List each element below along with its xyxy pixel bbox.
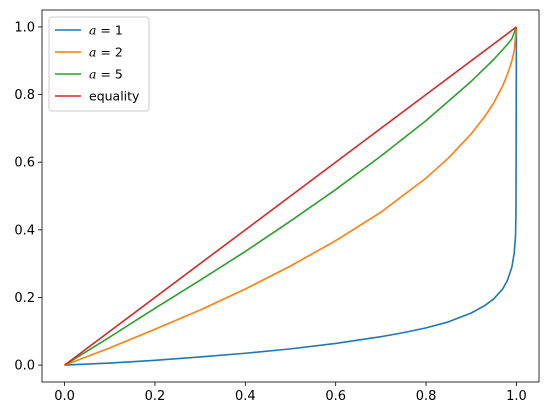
- series-line-2: [64, 26, 518, 366]
- plot-frame: [41, 9, 540, 383]
- y-axis: 0.0 0.2 0.4 0.6 0.8 1.0: [14, 20, 42, 374]
- y-tick-label: 0.6: [14, 156, 35, 171]
- y-tick-label: 0.0: [14, 359, 35, 374]
- x-tick-label: 0.8: [416, 389, 437, 404]
- x-axis: 0.0 0.2 0.4 0.6 0.8 1.0: [54, 382, 527, 404]
- x-tick-label: 0.6: [325, 389, 346, 404]
- legend-label-3: equality: [89, 89, 140, 104]
- legend-var: a: [89, 67, 96, 82]
- series-line-1: [64, 26, 518, 366]
- legend-box: [48, 16, 150, 112]
- legend-eq: =: [96, 67, 114, 82]
- x-tick-label: 0.0: [54, 389, 75, 404]
- legend-val: 5: [115, 67, 123, 82]
- legend-label-1: a = 2: [89, 45, 123, 60]
- legend-eq: =: [96, 45, 114, 60]
- series-layer: [64, 26, 518, 366]
- legend-var: a: [89, 23, 96, 38]
- series-line-0: [64, 26, 518, 366]
- legend-var: a: [89, 45, 96, 60]
- y-tick-label: 0.4: [14, 223, 35, 238]
- y-tick-label: 0.8: [14, 88, 35, 103]
- x-tick-label: 0.4: [235, 389, 256, 404]
- x-tick-label: 1.0: [506, 389, 527, 404]
- y-tick-label: 1.0: [14, 20, 35, 35]
- legend-val: 1: [115, 23, 123, 38]
- legend-val: 2: [115, 45, 123, 60]
- legend-eq: =: [96, 23, 114, 38]
- y-tick-label: 0.2: [14, 291, 35, 306]
- legend-label-2: a = 5: [89, 67, 123, 82]
- x-tick-label: 0.2: [145, 389, 166, 404]
- legend-label-0: a = 1: [89, 23, 123, 38]
- series-line-3: [64, 26, 517, 366]
